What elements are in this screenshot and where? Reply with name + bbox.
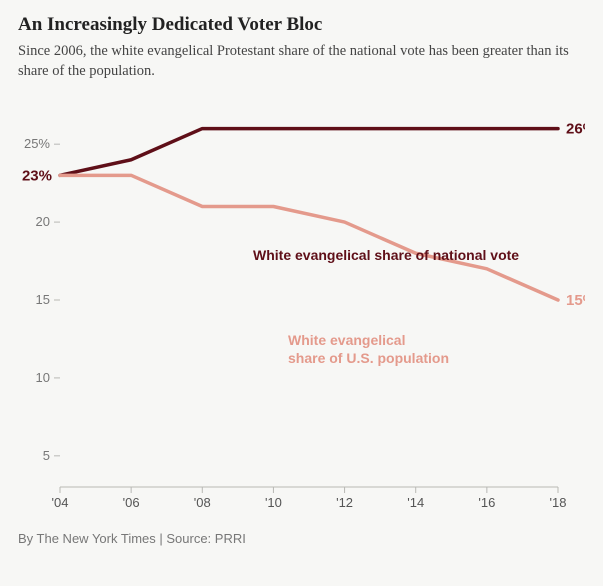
svg-text:'12: '12: [336, 495, 353, 510]
svg-text:'04: '04: [52, 495, 69, 510]
line-chart: 5 10 15 20 25% '04 '06 '08 '10 '12 '14 '16 '18 23% 26%…: [18, 85, 585, 525]
svg-text:'14: '14: [407, 495, 424, 510]
svg-text:10: 10: [36, 370, 50, 385]
chart-title: An Increasingly Dedicated Voter Bloc: [18, 14, 585, 36]
source-line: By The New York Times | Source: PRRI: [18, 531, 585, 546]
svg-text:15: 15: [36, 292, 50, 307]
svg-text:15%: 15%: [566, 292, 585, 309]
chart-subtitle: Since 2006, the white evangelical Protes…: [18, 42, 585, 81]
svg-text:5: 5: [43, 448, 50, 463]
svg-text:'18: '18: [550, 495, 567, 510]
svg-text:26%: 26%: [566, 121, 585, 138]
chart-card: An Increasingly Dedicated Voter Bloc Sin…: [0, 0, 603, 556]
svg-text:'06: '06: [123, 495, 140, 510]
svg-text:23%: 23%: [22, 167, 52, 184]
chart-area: 5 10 15 20 25% '04 '06 '08 '10 '12 '14 '16 '18 23% 26%…: [18, 85, 585, 525]
svg-text:'08: '08: [194, 495, 211, 510]
svg-text:20: 20: [36, 214, 50, 229]
svg-text:'16: '16: [478, 495, 495, 510]
svg-text:White evangelical share of nat: White evangelical share of national vote: [253, 247, 519, 263]
svg-text:White evangelical: White evangelical: [288, 332, 405, 348]
svg-text:share of U.S. population: share of U.S. population: [288, 350, 449, 366]
svg-text:25%: 25%: [24, 136, 50, 151]
svg-text:'10: '10: [265, 495, 282, 510]
